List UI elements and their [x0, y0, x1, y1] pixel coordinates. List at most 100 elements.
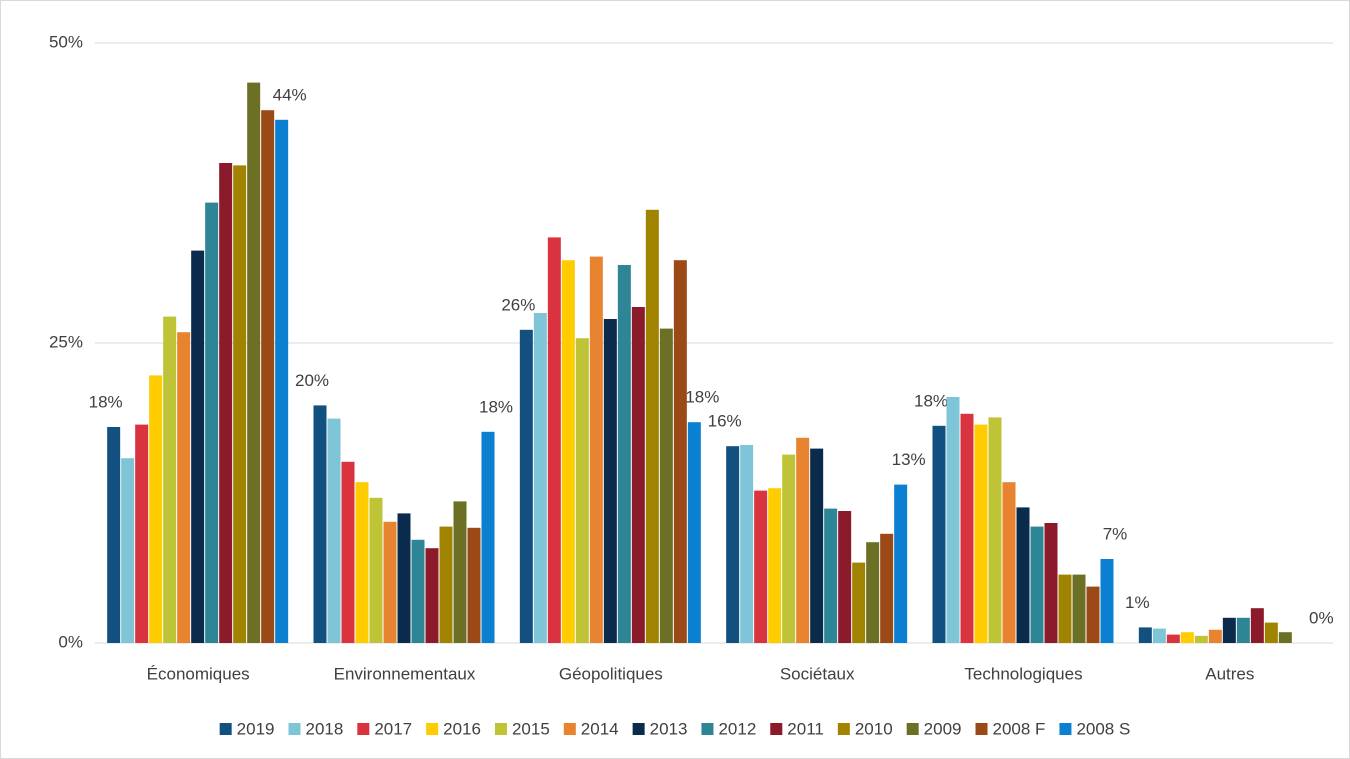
bar — [1016, 507, 1030, 643]
bar — [453, 501, 467, 643]
bar — [1236, 617, 1250, 643]
legend-label: 2008 F — [993, 719, 1046, 738]
legend-swatch — [219, 723, 232, 735]
legend-swatch — [770, 723, 783, 735]
bar — [1264, 622, 1278, 643]
legend-swatch — [563, 723, 576, 735]
legend-label: 2013 — [650, 719, 688, 738]
y-tick-label: 50% — [49, 32, 83, 51]
x-tick-label: Sociétaux — [780, 664, 855, 683]
legend-label: 2009 — [924, 719, 962, 738]
bar — [673, 260, 687, 643]
legend-swatch — [975, 723, 988, 735]
data-label: 26% — [501, 295, 535, 314]
legend-label: 2010 — [855, 719, 893, 738]
legend-swatch — [632, 723, 645, 735]
legend-swatch — [426, 723, 439, 735]
bar — [1180, 632, 1194, 643]
data-label: 18% — [914, 391, 948, 410]
data-label: 13% — [892, 450, 926, 469]
bar — [369, 497, 383, 643]
legend-label: 2017 — [374, 719, 412, 738]
bar — [121, 458, 135, 643]
bar — [467, 527, 481, 643]
bar — [383, 521, 397, 643]
x-tick-label: Environnementaux — [334, 664, 476, 683]
legend-label: 2015 — [512, 719, 550, 738]
data-label: 18% — [89, 392, 123, 411]
bar — [439, 526, 453, 643]
legend-swatch — [494, 723, 507, 735]
bar — [1278, 632, 1292, 643]
bar — [313, 405, 327, 643]
bar — [810, 448, 824, 643]
bar — [149, 375, 163, 643]
bar — [946, 397, 960, 643]
bar — [894, 484, 908, 643]
bar — [726, 446, 740, 643]
y-tick-label: 25% — [49, 332, 83, 351]
bar — [233, 165, 247, 643]
bar — [645, 209, 659, 644]
bar — [1194, 635, 1208, 643]
data-label: 1% — [1125, 593, 1150, 612]
bar — [866, 542, 880, 643]
bar — [205, 202, 219, 643]
bar — [1152, 628, 1166, 643]
bar — [768, 488, 782, 643]
bar — [519, 329, 533, 643]
bar — [589, 256, 603, 643]
bar — [261, 110, 275, 643]
bar — [575, 338, 589, 643]
bar — [603, 319, 617, 643]
y-tick-label: 0% — [58, 632, 83, 651]
bar — [341, 461, 355, 643]
bar — [988, 417, 1002, 643]
bar — [135, 424, 149, 643]
bar — [687, 422, 701, 643]
bar — [617, 265, 631, 643]
bar — [561, 260, 575, 643]
bar — [1002, 482, 1016, 643]
bar — [163, 316, 177, 643]
bar — [754, 490, 768, 643]
bar — [397, 513, 411, 643]
data-label: 18% — [479, 397, 513, 416]
bar — [219, 163, 233, 643]
bar — [1100, 559, 1114, 643]
legend-swatch — [1059, 723, 1072, 735]
data-label: 18% — [685, 388, 719, 407]
bar — [740, 445, 754, 643]
bar — [1030, 526, 1044, 643]
bar — [796, 437, 810, 643]
legend-swatch — [906, 723, 919, 735]
bar — [1208, 629, 1222, 643]
bar — [107, 427, 121, 643]
bar — [932, 425, 946, 643]
bar — [782, 454, 796, 643]
legend-label: 2014 — [581, 719, 619, 738]
bar — [1058, 574, 1072, 643]
bar — [425, 548, 439, 643]
legend-label: 2018 — [305, 719, 343, 738]
legend-swatch — [837, 723, 850, 735]
legend-label: 2011 — [787, 719, 824, 738]
bar — [824, 508, 838, 643]
bar — [880, 533, 894, 643]
bar — [1086, 586, 1100, 643]
bar — [852, 562, 866, 643]
bar — [1166, 634, 1180, 643]
x-tick-label: Technologiques — [964, 664, 1082, 683]
bar — [411, 539, 425, 643]
bar — [275, 119, 289, 644]
bar — [355, 482, 369, 643]
bar — [1044, 523, 1058, 643]
legend-label: 2016 — [443, 719, 481, 738]
legend-swatch — [288, 723, 301, 735]
legend-swatch — [701, 723, 714, 735]
legend-label: 2012 — [718, 719, 756, 738]
bar — [547, 237, 561, 643]
bar — [191, 250, 205, 643]
